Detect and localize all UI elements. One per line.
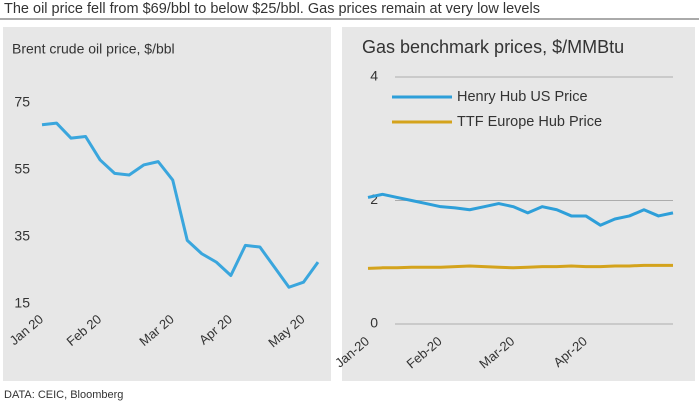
source: DATA: CEIC, Bloomberg	[4, 389, 123, 401]
data-line	[41, 121, 320, 289]
y-tick-label: 4	[370, 68, 378, 84]
data-line	[367, 192, 674, 227]
y-tick-label: 0	[370, 315, 378, 331]
chart-title: Brent crude oil price, $/bbl	[12, 41, 175, 57]
legend-label: Henry Hub US Price	[457, 89, 588, 105]
data-line	[367, 263, 673, 270]
chart-title: Gas benchmark prices, $/MMBtu	[362, 37, 624, 57]
panel-left	[3, 27, 331, 381]
legend-label: TTF Europe Hub Price	[457, 114, 602, 130]
y-tick-label: 35	[14, 228, 30, 244]
y-tick-label: 55	[14, 161, 30, 177]
y-tick-label: 75	[14, 94, 30, 110]
page-title: The oil price fell from $69/bbl to below…	[4, 1, 540, 17]
panel-right	[342, 27, 695, 381]
y-tick-label: 2	[370, 191, 378, 207]
y-tick-label: 15	[14, 295, 30, 311]
